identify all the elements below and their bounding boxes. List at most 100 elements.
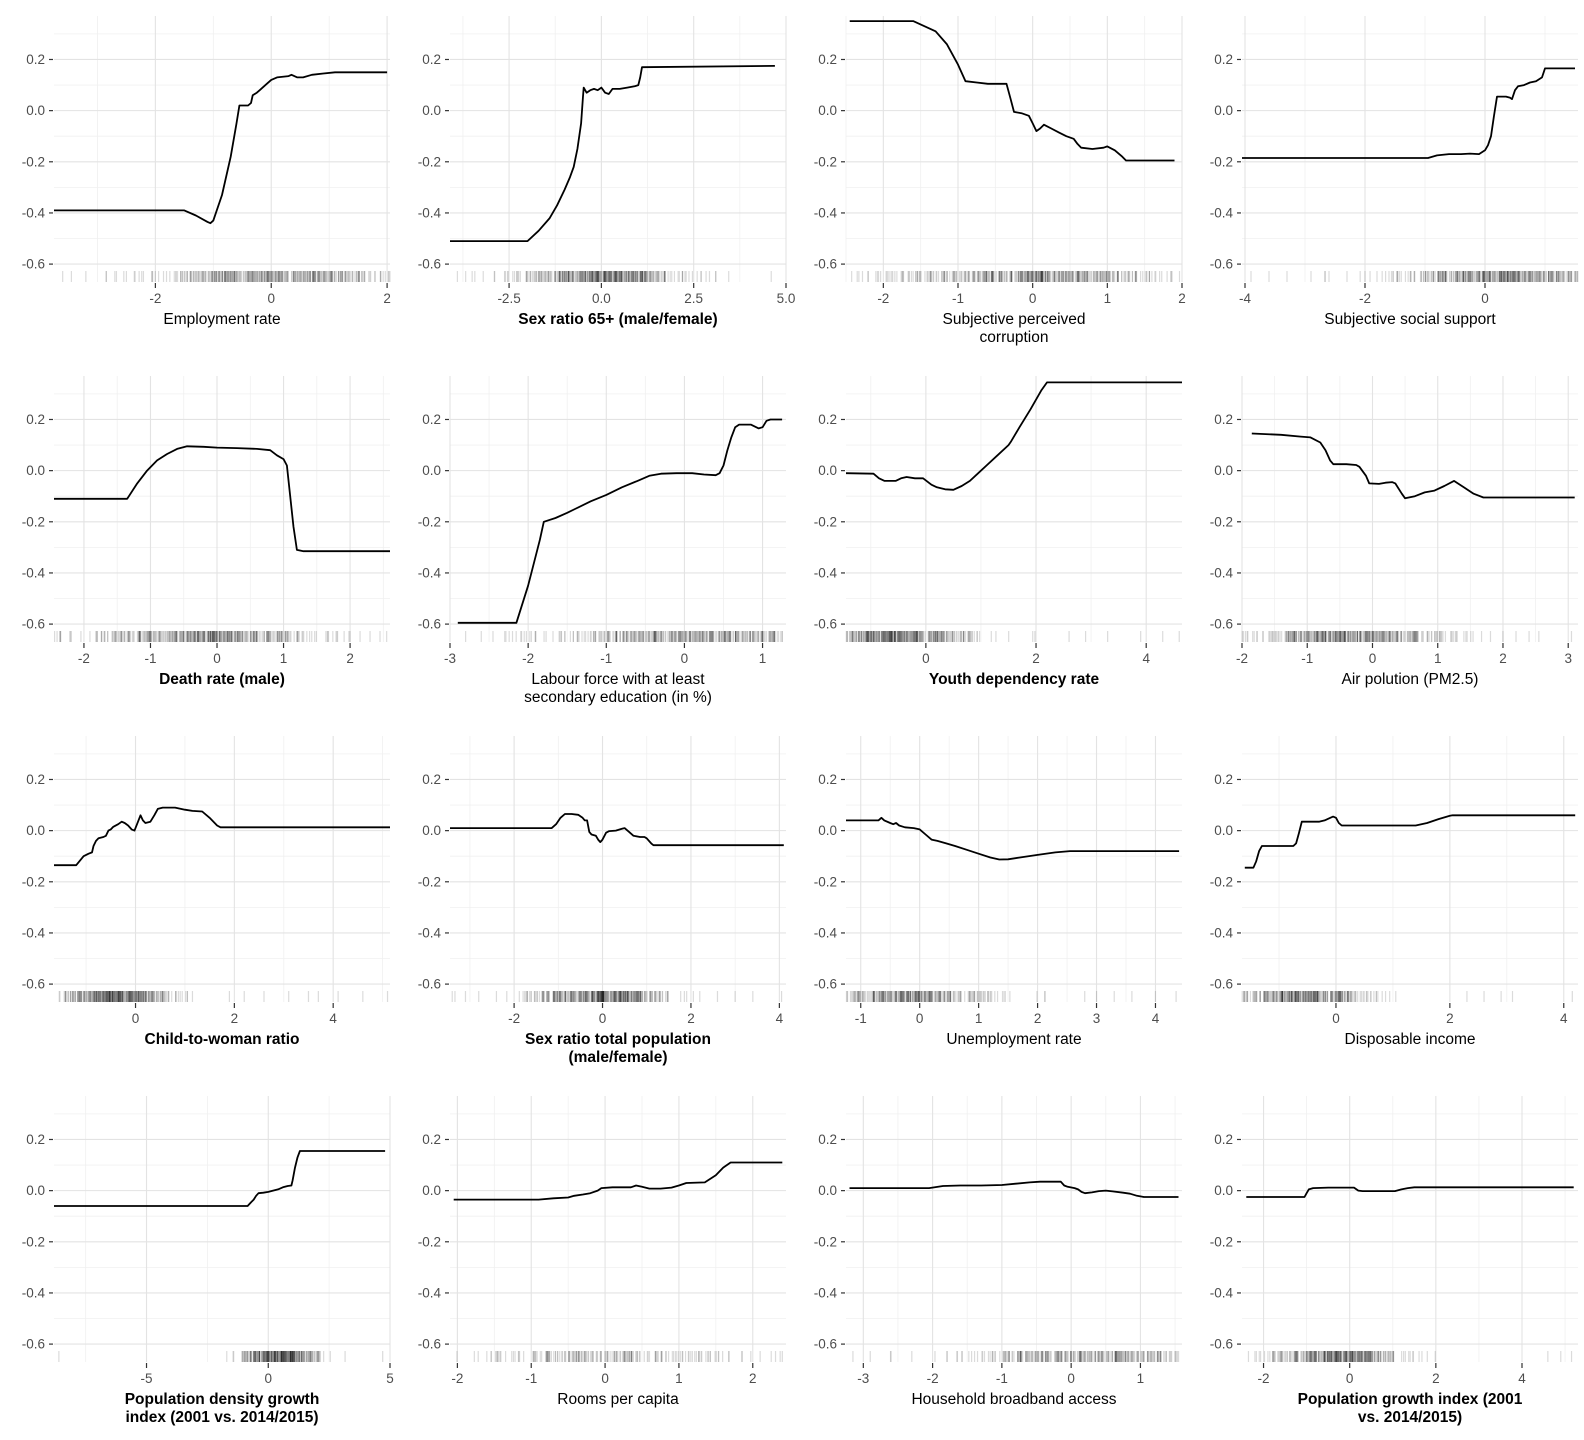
x-axis-tick-labels: -3 -2 -1 0 1 — [444, 651, 766, 666]
svg-text:-0.4: -0.4 — [418, 925, 442, 940]
pdp-line — [1246, 1186, 1574, 1198]
axis-tick-marks — [445, 1138, 754, 1368]
axis-tick-marks — [841, 418, 1147, 648]
x-axis-label: Unemployment rate — [946, 1031, 1081, 1048]
svg-text:0.0: 0.0 — [1214, 103, 1233, 118]
svg-text:0: 0 — [922, 651, 930, 666]
y-axis-tick-labels: 0.20.0-0.2-0.4-0.6 — [418, 52, 442, 272]
x-axis-label: Sex ratio total population (male/female) — [525, 1031, 711, 1066]
x-axis-tick-labels: -2 0 2 4 — [1258, 1371, 1527, 1386]
svg-text:2: 2 — [1034, 1011, 1042, 1026]
svg-text:0: 0 — [916, 1011, 924, 1026]
svg-text:-0.2: -0.2 — [22, 154, 45, 169]
pdp-line — [849, 1180, 1179, 1198]
pdp-line — [457, 418, 783, 624]
subplot-labour-force-secondary-education: 0.2 0.0 -0.2 -0.4 -0.6 -3 -2 -1 0 1 Labour force w… — [396, 360, 792, 720]
svg-text:1: 1 — [1434, 651, 1442, 666]
svg-text:-0.6: -0.6 — [814, 977, 837, 992]
x-axis-label: Employment rate — [163, 311, 280, 328]
subplot-disposable-income: 0.2 0.0 -0.2 -0.4 -0.6 0 2 4 Disposable income — [1188, 720, 1584, 1080]
pdp-line — [54, 71, 388, 225]
svg-text:-2: -2 — [522, 651, 534, 666]
svg-text:0.0: 0.0 — [818, 103, 837, 118]
grid-minor — [450, 16, 786, 282]
rug-marks — [58, 991, 389, 1002]
svg-text:0: 0 — [681, 651, 689, 666]
x-axis-tick-labels: -2.5 0.0 2.5 5.0 — [497, 291, 795, 306]
rug-marks — [62, 271, 391, 282]
svg-text:-0.4: -0.4 — [814, 925, 838, 940]
svg-text:0: 0 — [1369, 651, 1377, 666]
axis-tick-marks — [49, 1138, 391, 1368]
svg-text:-2.5: -2.5 — [497, 291, 520, 306]
svg-text:-0.2: -0.2 — [22, 874, 45, 889]
svg-text:-1: -1 — [144, 651, 156, 666]
grid-major — [450, 736, 786, 1002]
subplot-child-to-woman-ratio: 0.2 0.0 -0.2 -0.4 -0.6 0 2 4 Child-to-woman rati… — [0, 720, 396, 1080]
y-axis-tick-labels: 0.20.0-0.2-0.4-0.6 — [418, 1132, 442, 1352]
svg-text:4: 4 — [329, 1011, 337, 1026]
chart-svg-child-to-woman-ratio: 0.2 0.0 -0.2 -0.4 -0.6 0 2 4 Child-to-woman rati… — [22, 736, 390, 1048]
svg-text:-2: -2 — [1359, 291, 1371, 306]
x-axis-tick-labels: 0 2 4 — [922, 651, 1150, 666]
svg-text:-0.6: -0.6 — [1210, 617, 1233, 632]
svg-text:2: 2 — [383, 291, 391, 306]
x-axis-label: Rooms per capita — [557, 1391, 679, 1408]
grid-minor — [1242, 736, 1578, 1002]
pdp-line — [450, 65, 775, 243]
svg-text:0.0: 0.0 — [26, 463, 45, 478]
chart-svg-labour-force-secondary-education: 0.2 0.0 -0.2 -0.4 -0.6 -3 -2 -1 0 1 Labour force w… — [418, 376, 786, 706]
svg-text:0.2: 0.2 — [26, 52, 45, 67]
svg-text:1: 1 — [1104, 291, 1112, 306]
svg-text:0.0: 0.0 — [818, 823, 837, 838]
grid-minor — [1242, 1096, 1578, 1362]
chart-svg-disposable-income: 0.20.0-0.2-0.4-0.6 0 2 4 Disposable income — [1210, 736, 1578, 1048]
grid-major — [54, 16, 390, 282]
x-axis-label: Population growth index (2001 vs. 2014/20… — [1298, 1391, 1523, 1426]
svg-text:0.0: 0.0 — [26, 823, 45, 838]
grid-minor — [54, 736, 390, 1002]
svg-text:0.2: 0.2 — [818, 772, 837, 787]
x-axis-tick-labels: -5 0 5 — [141, 1371, 394, 1386]
rug-marks — [1247, 1351, 1573, 1362]
svg-text:0: 0 — [1029, 291, 1037, 306]
grid-major — [450, 1096, 786, 1362]
svg-text:0.2: 0.2 — [422, 52, 441, 67]
grid-minor — [846, 736, 1182, 1002]
x-axis-tick-labels: -3 -2 -1 0 1 — [857, 1371, 1144, 1386]
subplot-population-density-growth-index: 0.2 0.0 -0.2 -0.4 -0.6 -5 0 5 Population density… — [0, 1080, 396, 1440]
y-axis-tick-labels: 0.20.0-0.2-0.4-0.6 — [1210, 52, 1234, 272]
svg-text:2: 2 — [1499, 651, 1507, 666]
x-axis-label: Death rate (male) — [159, 671, 285, 688]
svg-text:-0.2: -0.2 — [418, 154, 441, 169]
grid-major — [1242, 1096, 1578, 1362]
rug-marks — [1241, 991, 1573, 1002]
subplot-air-polution-pm25: 0.2 0.0 -0.2 -0.4 -0.6 -2 -1 0 1 2 3 Air polution (… — [1188, 360, 1584, 720]
svg-text:-2: -2 — [508, 1011, 520, 1026]
x-axis-tick-labels: -2 -1 0 1 2 — [451, 1371, 756, 1386]
svg-text:2: 2 — [231, 1011, 239, 1026]
axis-tick-marks — [445, 58, 787, 288]
svg-text:4: 4 — [1152, 1011, 1160, 1026]
axis-tick-marks — [1237, 418, 1569, 648]
svg-text:-2: -2 — [1236, 651, 1248, 666]
svg-text:-0.6: -0.6 — [22, 617, 45, 632]
y-axis-tick-labels: 0.20.0-0.2-0.4-0.6 — [814, 1132, 838, 1352]
rug-marks — [852, 1351, 1180, 1362]
x-axis-tick-labels: 0 2 4 — [132, 1011, 338, 1026]
grid-major — [846, 736, 1182, 1002]
svg-text:-1: -1 — [600, 651, 612, 666]
x-axis-tick-labels: -2 -1 0 1 2 — [877, 291, 1185, 306]
rug-marks — [54, 631, 388, 642]
y-axis-tick-labels: 0.20.0-0.2-0.4-0.6 — [22, 772, 46, 992]
chart-svg-sex-ratio-total-population: 0.2 0.0 -0.2 -0.4 -0.6 -2 0 2 4 Sex ratio total p… — [418, 736, 786, 1066]
x-axis-label: Child-to-woman ratio — [145, 1031, 300, 1048]
x-axis-tick-labels: -2 0 2 — [149, 291, 390, 306]
rug-marks — [845, 631, 1180, 642]
axis-tick-marks — [49, 418, 351, 648]
y-axis-tick-labels: 0.20.0-0.2-0.4-0.6 — [22, 412, 46, 632]
grid-minor — [846, 376, 1182, 642]
pdp-line — [845, 381, 1182, 491]
svg-text:-0.4: -0.4 — [1210, 205, 1234, 220]
x-axis-label: Air polution (PM2.5) — [1342, 671, 1479, 688]
